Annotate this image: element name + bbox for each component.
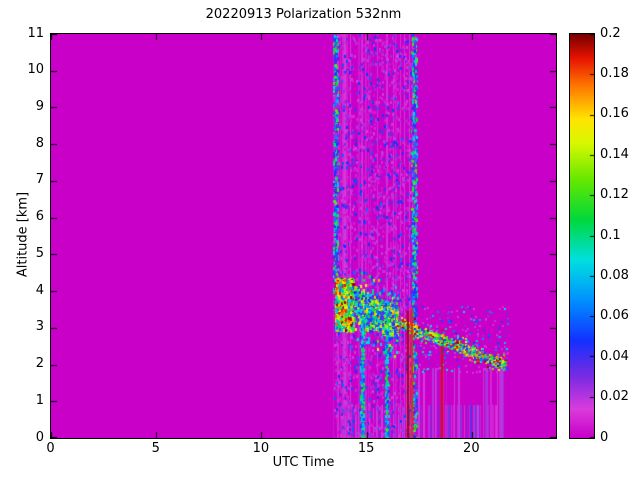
y-tick-label: 2 (35, 356, 44, 372)
x-tick-label: 5 (151, 441, 160, 456)
colorbar-tick-label: 0.18 (600, 65, 629, 81)
y-tick-label: 5 (35, 245, 44, 261)
x-tick-label: 20 (463, 441, 480, 456)
y-tick-label: 3 (35, 319, 44, 335)
y-tick-label: 6 (35, 209, 44, 225)
y-axis-label: Altitude [km] (15, 191, 31, 278)
colorbar-tick-label: 0.12 (600, 187, 629, 203)
x-tick-label: 10 (252, 441, 270, 456)
y-tick-label: 8 (35, 135, 44, 151)
colorbar-tick-label: 0.1 (600, 227, 621, 243)
colorbar-tick-label: 0.02 (600, 389, 629, 405)
colorbar-tick-label: 0.08 (600, 267, 629, 283)
y-tick-label: 9 (35, 98, 44, 114)
colorbar-tick-label: 0.16 (600, 106, 629, 122)
colorbar-tick-label: 0.2 (600, 25, 621, 41)
colorbar-tick-label: 0.04 (600, 348, 629, 364)
y-tick-label: 4 (35, 282, 44, 298)
colorbar (569, 33, 595, 439)
plot-area (50, 33, 557, 439)
y-tick-label: 1 (35, 392, 44, 408)
y-tick-label: 10 (27, 62, 44, 78)
colorbar-canvas (570, 34, 594, 438)
colorbar-tick-label: 0.06 (600, 308, 629, 324)
heatmap-canvas (51, 34, 556, 438)
colorbar-tick-label: 0.14 (600, 146, 629, 162)
y-tick-label: 7 (35, 172, 44, 188)
x-tick-label: 15 (357, 441, 375, 456)
chart-title: 20220913 Polarization 532nm (205, 7, 402, 22)
colorbar-tick-label: 0 (600, 429, 609, 445)
x-tick-label: 0 (46, 441, 55, 456)
x-axis-label: UTC Time (272, 455, 335, 470)
y-tick-label: 11 (27, 25, 44, 41)
y-tick-label: 0 (35, 429, 44, 445)
